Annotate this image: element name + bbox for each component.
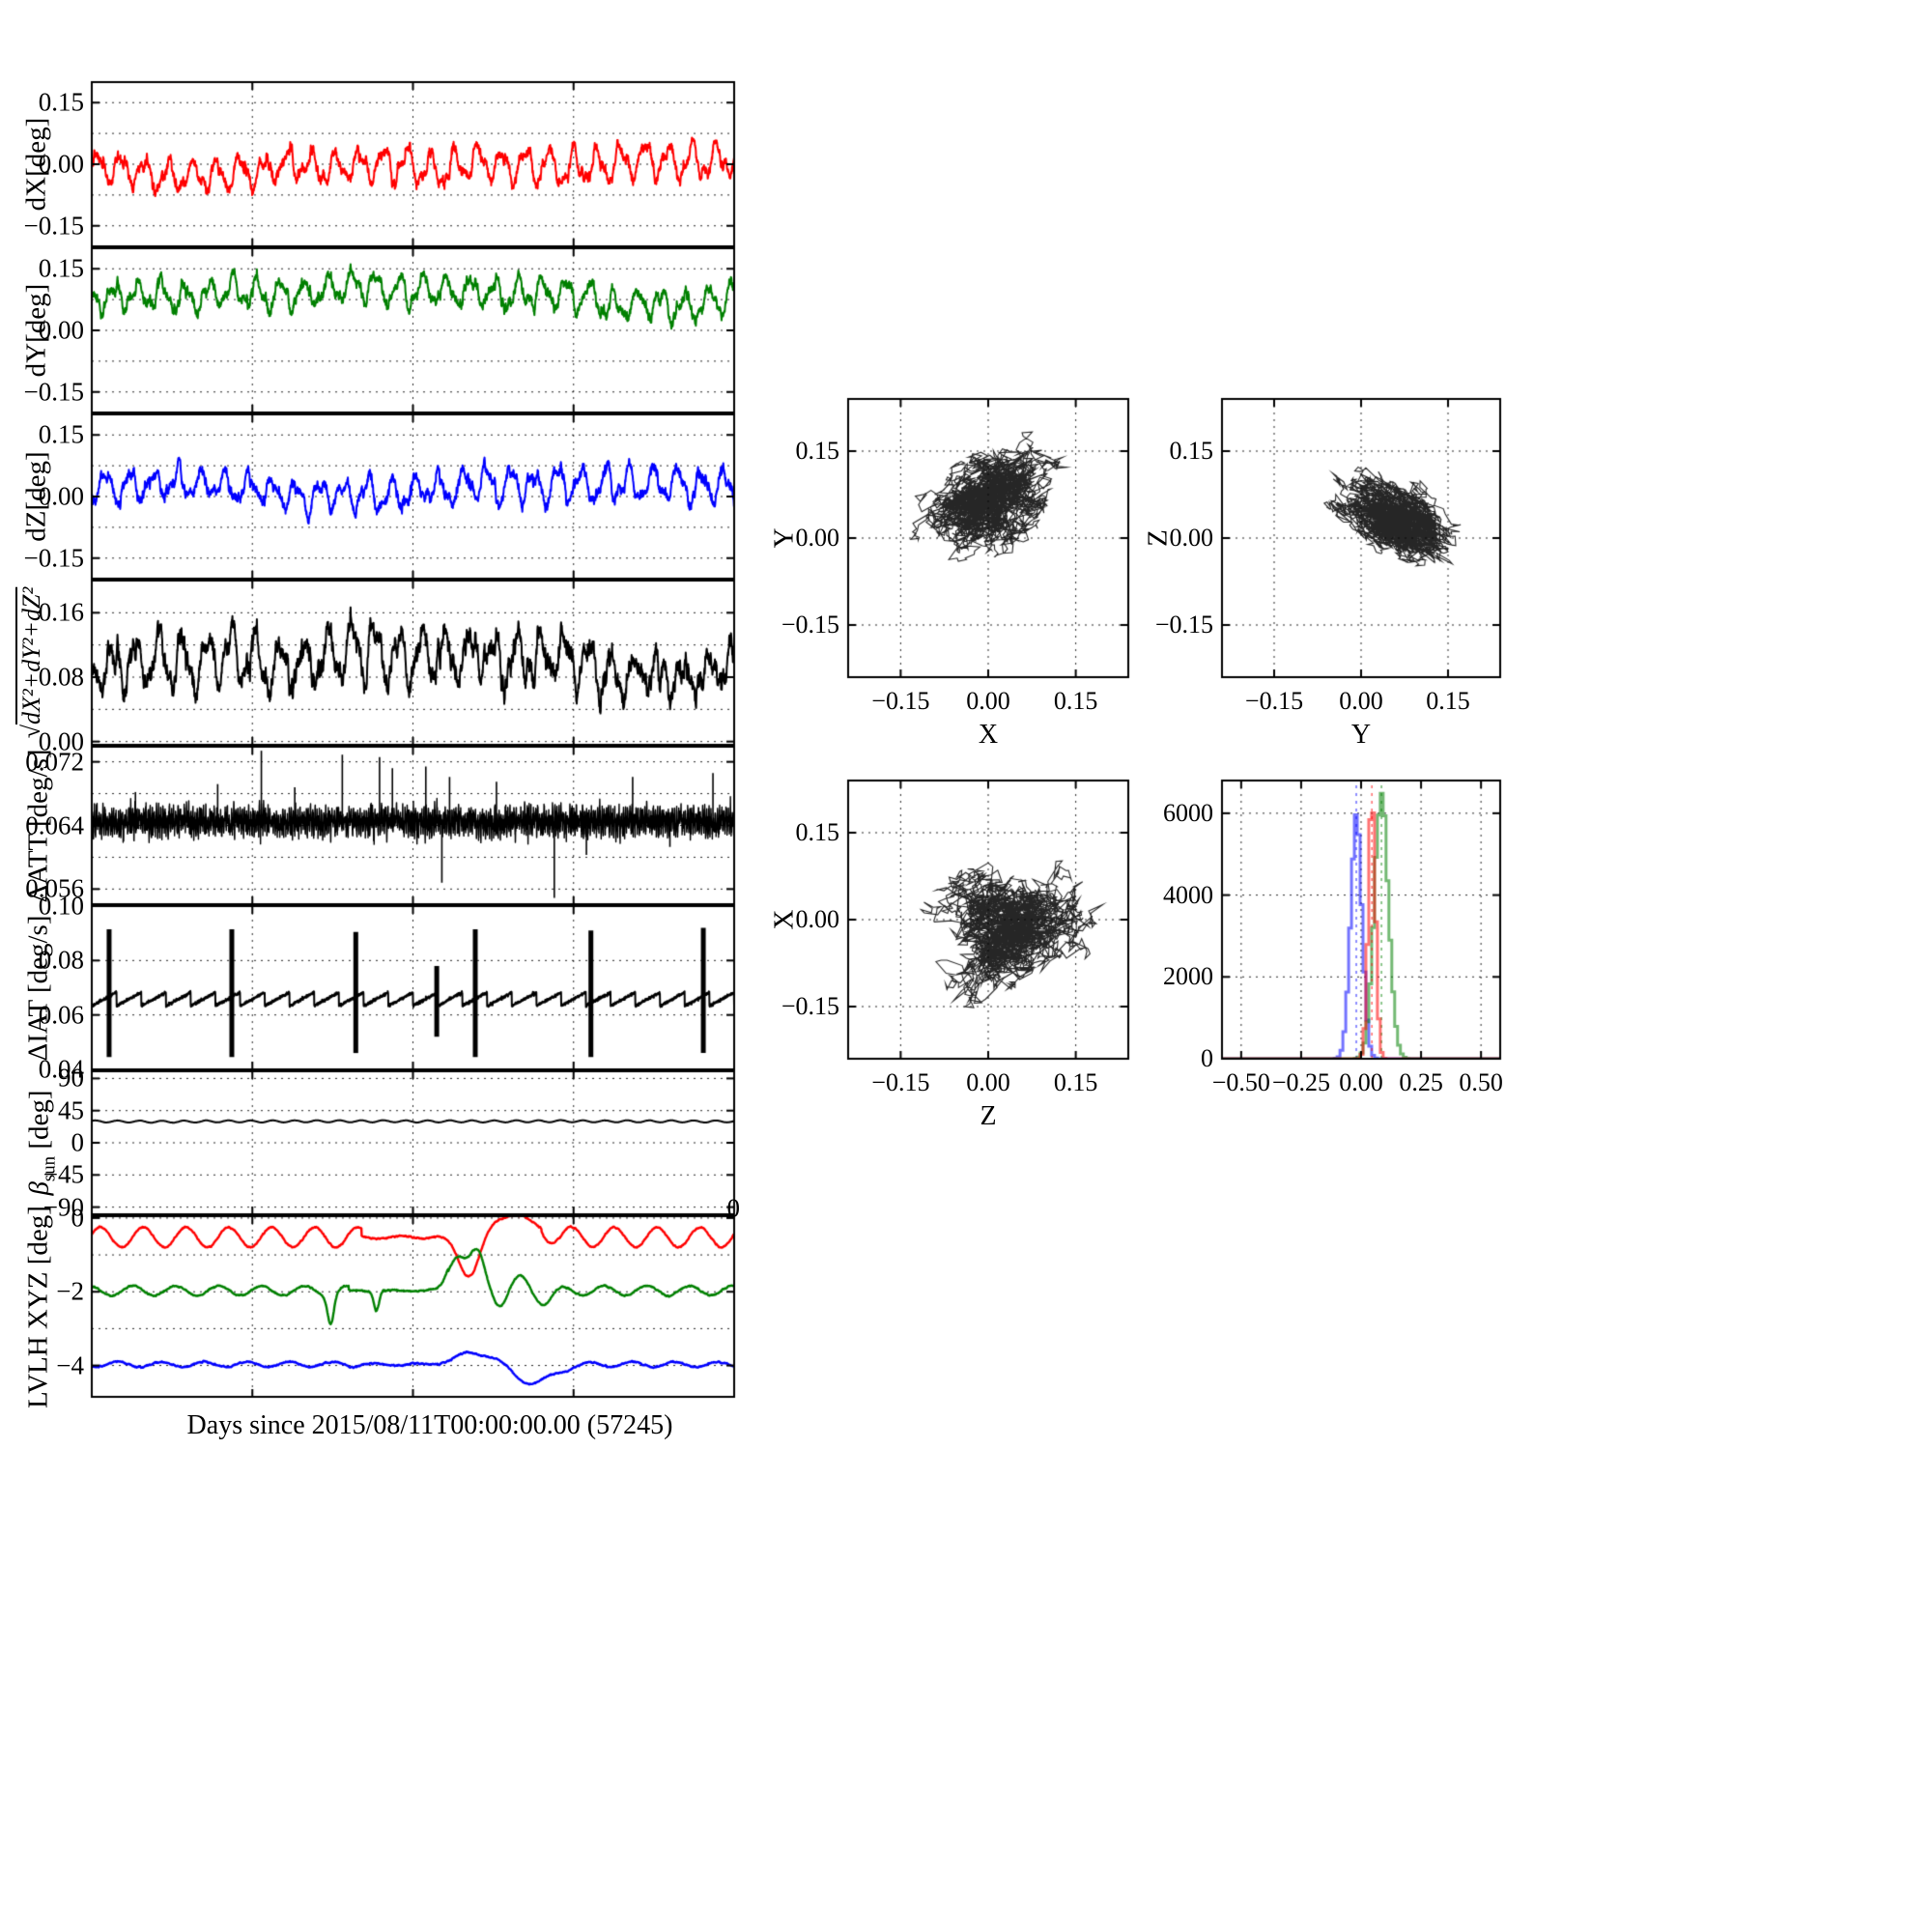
attitude-telemetry-figure: Days since 2015/08/11T00:00:00.00 (57245… (0, 0, 1932, 1932)
plots-canvas (0, 0, 1932, 1932)
